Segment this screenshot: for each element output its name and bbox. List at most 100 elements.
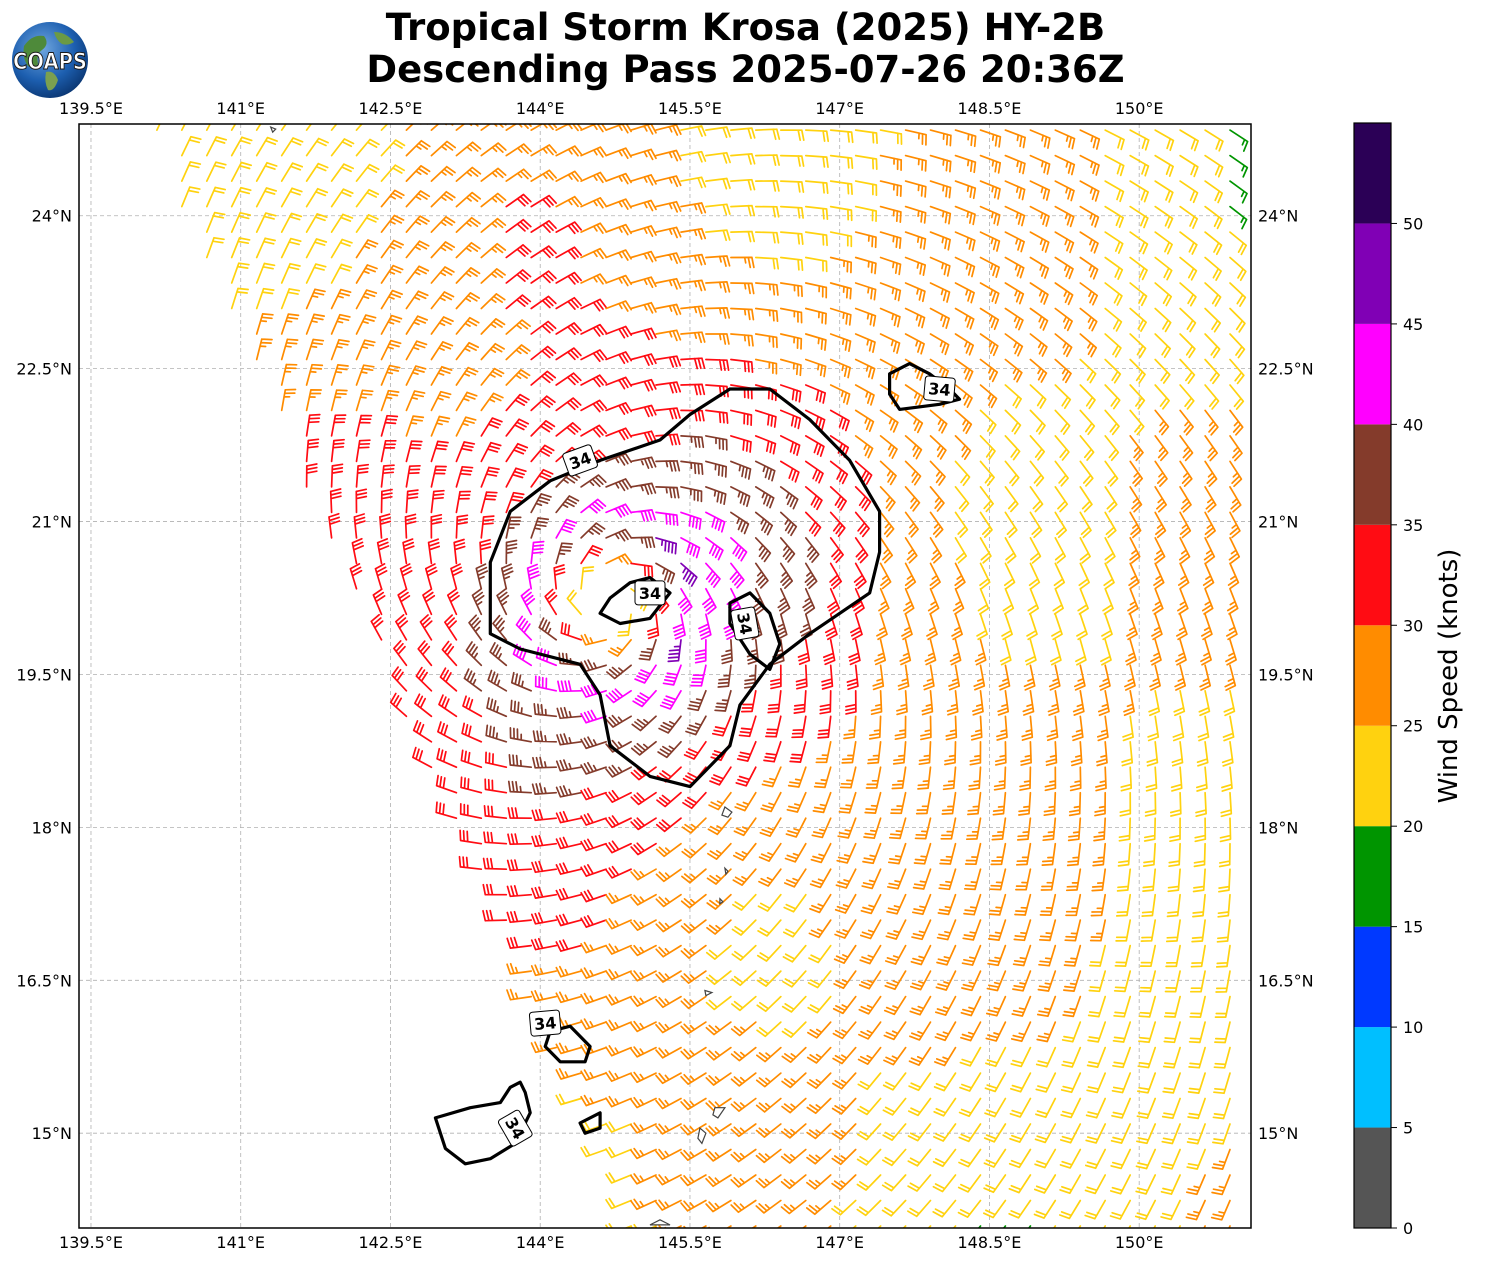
wind-barb <box>1179 486 1192 513</box>
wind-barb <box>305 213 328 233</box>
wind-barb <box>680 409 705 422</box>
wind-barb <box>979 562 991 590</box>
wind-barb <box>1059 1174 1082 1195</box>
wind-barb <box>605 402 633 415</box>
wind-barb <box>958 1097 982 1118</box>
wind-barb <box>1186 1148 1206 1170</box>
wind-barb <box>968 766 982 791</box>
wind-barb <box>531 834 558 848</box>
wind-barb <box>534 675 558 692</box>
wind-barb <box>933 1097 957 1117</box>
wind-barb <box>779 384 802 403</box>
wind-barb <box>330 238 353 259</box>
wind-barb <box>1118 817 1132 842</box>
wind-barb <box>989 868 1007 891</box>
wind-barb <box>1129 231 1149 255</box>
wind-barb <box>932 1174 957 1193</box>
contour-label: 34 <box>562 444 598 477</box>
map-title-line-1: Tropical Storm Krosa (2025) HY-2B <box>385 6 1106 49</box>
wind-barb <box>892 740 907 765</box>
wind-barb <box>1077 587 1089 615</box>
wind-barb <box>907 1199 932 1218</box>
wind-barb <box>605 865 632 879</box>
wind-barb <box>804 486 823 511</box>
wind-barb <box>630 791 657 806</box>
wind-barb <box>879 333 901 354</box>
wind-barb <box>555 422 582 437</box>
wind-barb <box>1104 333 1122 358</box>
wind-barb <box>1065 868 1082 892</box>
wind-barb <box>954 486 970 513</box>
wind-barb <box>305 413 321 437</box>
wind-barb <box>1096 715 1109 742</box>
wind-barb <box>754 256 780 270</box>
wind-barb <box>1163 1021 1181 1044</box>
wind-barb <box>1047 689 1060 716</box>
wind-barb <box>884 944 907 965</box>
wind-barb <box>505 218 532 233</box>
wind-barb <box>480 417 503 437</box>
wind-barb <box>979 129 1002 148</box>
wind-barb <box>705 229 731 242</box>
wind-barb <box>756 1046 782 1063</box>
wind-barb <box>1079 358 1097 384</box>
wind-barb <box>1079 384 1096 410</box>
wind-barb <box>530 345 557 361</box>
colorbar-segment <box>1354 926 1391 1028</box>
wind-barb <box>280 187 303 208</box>
wind-barb <box>1008 1174 1032 1194</box>
wind-barb <box>655 175 682 188</box>
wind-barb <box>1154 282 1173 307</box>
wind-barb <box>1079 282 1099 306</box>
wind-barb <box>970 715 983 741</box>
wind-barb <box>804 511 822 537</box>
wind-barb <box>1214 995 1231 1018</box>
wind-barb <box>505 244 532 259</box>
wind-barb <box>907 1123 932 1142</box>
wind-barb <box>305 187 329 208</box>
wind-barb <box>530 245 557 259</box>
wind-barb <box>1040 868 1057 891</box>
wind-barb <box>532 756 558 769</box>
contour-34kt <box>578 1111 602 1135</box>
wind-barb <box>832 1046 857 1065</box>
wind-barb <box>886 893 907 915</box>
wind-barb <box>1154 333 1172 359</box>
wind-barb <box>954 231 976 252</box>
colorbar-tick-label: 20 <box>1403 817 1423 836</box>
wind-barb <box>1043 791 1057 817</box>
wind-barb <box>988 893 1007 916</box>
wind-barb <box>913 842 932 865</box>
wind-barb <box>1091 868 1107 892</box>
wind-barb <box>846 664 859 691</box>
wind-barb <box>1053 562 1066 590</box>
wind-barb <box>430 216 456 233</box>
wind-barb <box>1109 1174 1132 1195</box>
wind-barb <box>1085 1097 1107 1119</box>
wind-barb <box>1034 1123 1057 1144</box>
wind-barb <box>230 262 250 284</box>
wind-barb <box>630 536 656 549</box>
wind-barb <box>156 124 161 131</box>
wind-barb <box>555 372 582 386</box>
wind-barb <box>879 180 902 197</box>
wind-barb <box>468 614 483 641</box>
wind-barb <box>555 397 582 412</box>
wind-barb <box>1187 1072 1206 1094</box>
wind-barb <box>655 842 682 858</box>
wind-barb <box>680 511 702 531</box>
wind-barb <box>705 995 732 1011</box>
wind-barb <box>969 740 982 766</box>
wind-barb <box>486 697 508 718</box>
wind-barb <box>391 666 408 692</box>
wind-barb <box>859 944 882 965</box>
wind-barb <box>655 200 682 213</box>
wind-barb <box>815 740 832 764</box>
wind-barb <box>461 722 483 743</box>
wind-barb <box>566 589 582 616</box>
wind-barb <box>1004 256 1025 279</box>
wind-barb <box>605 223 632 236</box>
wind-barb <box>940 817 957 840</box>
wind-barb <box>954 435 972 461</box>
wind-barb <box>1139 944 1157 968</box>
